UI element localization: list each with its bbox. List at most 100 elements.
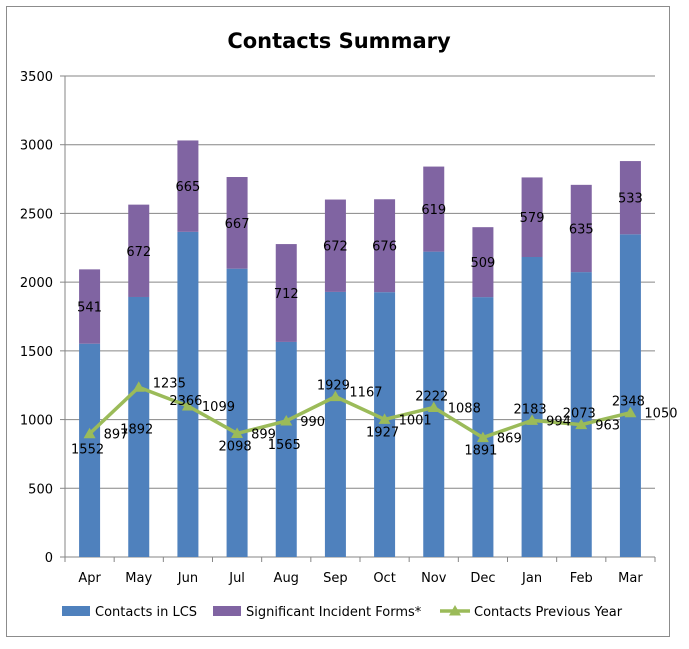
legend-label: Contacts in LCS (95, 605, 197, 620)
previous-year-marker (83, 427, 96, 439)
bar-significant-incident-forms (128, 204, 150, 297)
data-label-incident-forms: 676 (372, 240, 397, 255)
data-label-incident-forms: 635 (569, 222, 594, 237)
legend: Contacts in LCS Significant Incident Form… (62, 605, 623, 620)
data-label-previous-year: 899 (251, 427, 276, 442)
bar-significant-incident-forms (324, 199, 346, 292)
data-label-contacts-in-lcs: 2073 (563, 407, 596, 422)
x-tick-label: Mar (618, 571, 643, 586)
legend-swatch (62, 606, 90, 616)
legend-marker-swatch (449, 605, 461, 616)
x-tick-label: Nov (421, 571, 447, 586)
data-label-incident-forms: 672 (126, 245, 151, 260)
data-label-previous-year: 1235 (153, 376, 186, 391)
x-tick-label: Oct (373, 571, 395, 586)
data-label-contacts-in-lcs: 1891 (464, 444, 497, 459)
data-label-contacts-in-lcs: 2222 (415, 389, 448, 404)
y-tick-label: 3500 (20, 70, 53, 85)
data-label-incident-forms: 672 (323, 240, 348, 255)
bar-contacts-in-lcs (374, 292, 396, 557)
legend-label: Significant Incident Forms* (246, 605, 422, 620)
x-tick-label: Jan (521, 571, 542, 586)
x-tick-label: May (125, 571, 152, 586)
data-label-incident-forms: 579 (520, 211, 545, 226)
previous-year-marker (575, 418, 588, 430)
bar-contacts-in-lcs (177, 231, 199, 557)
y-tick-label: 1500 (20, 345, 53, 360)
y-tick-label: 500 (28, 482, 53, 497)
data-label-incident-forms: 665 (176, 180, 201, 195)
previous-year-marker (624, 406, 637, 418)
bar-significant-incident-forms (521, 177, 543, 257)
data-label-incident-forms: 712 (274, 287, 299, 302)
bar-significant-incident-forms (226, 177, 248, 269)
data-labels: 541 672 665 667 712 672 676 619 509 579 635 533 1552… (71, 180, 677, 458)
data-label-previous-year: 994 (546, 414, 571, 429)
y-tick-label: 2500 (20, 207, 53, 222)
legend-swatch (213, 606, 241, 616)
previous-year-marker (378, 413, 391, 424)
bars (79, 140, 641, 557)
data-label-contacts-in-lcs: 2098 (219, 439, 252, 454)
bar-significant-incident-forms (423, 166, 445, 252)
bar-contacts-in-lcs (472, 297, 494, 557)
data-label-previous-year: 1001 (399, 413, 432, 428)
legend-label: Contacts Previous Year (474, 605, 623, 620)
data-label-previous-year: 897 (104, 428, 129, 443)
x-tick-label: Dec (470, 571, 495, 586)
bar-contacts-in-lcs (79, 343, 101, 557)
data-label-contacts-in-lcs: 2366 (169, 394, 202, 409)
x-tick-label: Aug (274, 571, 299, 586)
bar-contacts-in-lcs (521, 256, 543, 557)
axes: 0 500 1000 1500 2000 2500 3000 3500 Apr May Jun Jul… (20, 70, 656, 586)
data-label-incident-forms: 541 (77, 301, 102, 316)
bar-significant-incident-forms (374, 199, 396, 293)
y-tick-label: 3000 (20, 139, 53, 154)
data-label-incident-forms: 533 (618, 192, 643, 207)
previous-year-marker (280, 414, 293, 426)
bar-contacts-in-lcs (128, 296, 150, 557)
data-label-contacts-in-lcs: 1565 (268, 438, 301, 453)
x-tick-label: Feb (570, 571, 593, 586)
chart-title: Contacts Summary (227, 29, 451, 53)
previous-year-marker (181, 399, 194, 411)
previous-year-marker (476, 431, 489, 443)
data-label-contacts-in-lcs: 1892 (120, 422, 153, 437)
x-tick-label: Apr (78, 571, 101, 586)
bar-significant-incident-forms (275, 244, 297, 342)
bar-contacts-in-lcs (619, 234, 641, 557)
bar-significant-incident-forms (79, 269, 101, 344)
data-label-contacts-in-lcs: 1929 (317, 379, 350, 394)
bar-significant-incident-forms (619, 161, 641, 235)
previous-year-polyline (88, 385, 631, 440)
y-tick-label: 0 (45, 551, 53, 566)
data-label-incident-forms: 667 (225, 217, 250, 232)
previous-year-marker (231, 427, 244, 438)
x-tick-label: Jun (177, 571, 198, 586)
y-tick-label: 2000 (20, 276, 53, 291)
data-label-previous-year: 1088 (448, 401, 481, 416)
previous-year-marker (132, 381, 145, 392)
bar-significant-incident-forms (570, 184, 592, 273)
data-label-contacts-in-lcs: 2183 (514, 402, 547, 417)
previous-year-marker (526, 414, 539, 425)
bar-contacts-in-lcs (275, 341, 297, 557)
previous-year-marker (329, 390, 342, 402)
data-label-previous-year: 869 (497, 432, 522, 447)
bar-contacts-in-lcs (324, 291, 346, 557)
data-label-contacts-in-lcs: 2348 (612, 395, 645, 410)
data-label-previous-year: 963 (595, 419, 620, 434)
data-label-previous-year: 1050 (644, 407, 677, 422)
bar-contacts-in-lcs (570, 272, 592, 557)
previous-year-line (83, 381, 637, 443)
x-tick-label: Jul (228, 571, 245, 586)
data-label-contacts-in-lcs: 1552 (71, 443, 104, 458)
data-label-incident-forms: 509 (471, 256, 496, 271)
data-label-contacts-in-lcs: 1927 (366, 425, 399, 440)
gridlines (65, 75, 655, 489)
bar-contacts-in-lcs (226, 268, 248, 557)
bar-significant-incident-forms (472, 227, 494, 298)
y-tick-label: 1000 (20, 414, 53, 429)
data-label-previous-year: 1167 (349, 386, 382, 401)
